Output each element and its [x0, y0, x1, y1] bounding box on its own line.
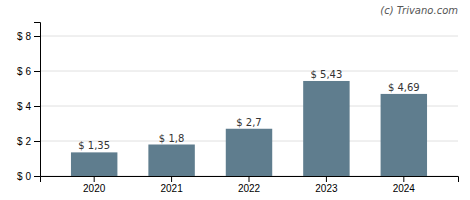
data-label: $ 2,7 — [236, 117, 261, 128]
bar — [226, 129, 272, 176]
tick-mark — [34, 176, 40, 177]
tick-label: 2023 — [315, 183, 338, 194]
tick-mark — [34, 71, 40, 72]
tick: 2022 — [238, 176, 261, 194]
axis-line — [34, 23, 41, 177]
tick-label: 2021 — [160, 183, 183, 194]
tick-mark — [34, 106, 40, 107]
tick-mark — [171, 176, 172, 182]
tick-label: 2024 — [393, 183, 416, 194]
bar — [303, 81, 349, 176]
tick: $ 4 — [17, 101, 40, 112]
data-label: $ 1,8 — [159, 133, 184, 144]
tick: 2021 — [160, 176, 183, 194]
data-label: $ 5,43 — [311, 69, 343, 80]
tick-label: $ 8 — [17, 31, 31, 42]
data-label: $ 4,69 — [388, 82, 420, 93]
tick-mark — [94, 176, 95, 182]
tick: 2023 — [315, 176, 338, 194]
tick-label: 2022 — [238, 183, 261, 194]
data-labels: $ 1,35 $ 1,8 $ 2,7 $ 5,43 $ 4,69 — [78, 69, 419, 151]
chart: $ 0 $ 2 $ 4 $ 6 $ 8 2020 2021 2022 2023 2024 $ 1,3… — [0, 0, 470, 200]
x-axis: 2020 2021 2022 2023 2024 — [41, 176, 459, 194]
bar — [381, 94, 427, 176]
bar — [148, 145, 194, 177]
tick-mark — [34, 141, 40, 142]
grid — [40, 36, 458, 176]
tick: 2024 — [393, 176, 416, 194]
tick: $ 8 — [17, 31, 40, 42]
tick-label: $ 2 — [17, 136, 31, 147]
grid-line — [40, 36, 458, 37]
tick-mark — [326, 176, 327, 182]
tick-mark — [403, 176, 404, 182]
data-label: $ 1,35 — [78, 140, 110, 151]
tick: $ 0 — [17, 171, 40, 182]
tick: $ 2 — [17, 136, 40, 147]
annotation: (c) Trivano.com — [380, 5, 458, 16]
tick-mark — [34, 36, 40, 37]
tick: $ 6 — [17, 66, 40, 77]
bars — [71, 81, 427, 176]
grid-line — [40, 71, 458, 72]
tick-label: $ 4 — [17, 101, 31, 112]
plot: $ 0 $ 2 $ 4 $ 6 $ 8 2020 2021 2022 2023 2024 $ 1,3… — [17, 23, 458, 195]
tick-label: 2020 — [83, 183, 106, 194]
y-axis: $ 0 $ 2 $ 4 $ 6 $ 8 — [17, 23, 40, 182]
tick-mark — [249, 176, 250, 182]
tick-label: $ 0 — [17, 171, 31, 182]
tick-label: $ 6 — [17, 66, 31, 77]
bar — [71, 152, 117, 176]
tick: 2020 — [83, 176, 106, 194]
axis-line — [41, 177, 459, 183]
